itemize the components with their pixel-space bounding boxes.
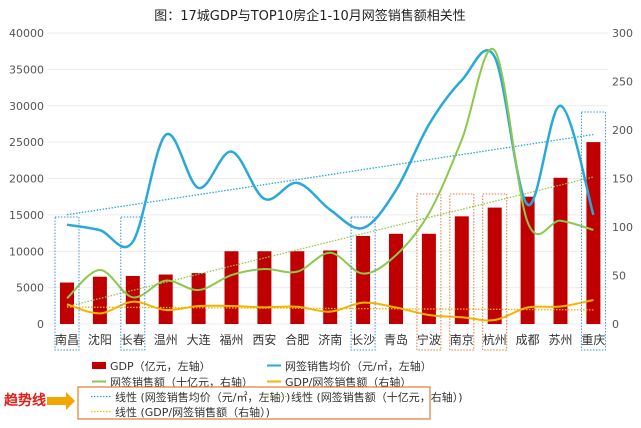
highlight-box [449, 193, 475, 351]
chart-title: 图：17城GDP与TOP10房企1-10月网签销售额相关性 [154, 8, 466, 24]
gdp-bar [421, 233, 436, 324]
highlight-box [120, 216, 146, 351]
category-label: 济南 [318, 332, 342, 347]
legend-swatch [92, 362, 106, 369]
gdp-bar [92, 276, 107, 324]
gdp-bar [257, 251, 272, 324]
category-label: 大连 [187, 332, 211, 347]
category-label: 青岛 [384, 332, 408, 347]
highlight-box [580, 111, 606, 351]
legend-label: 网签销售均价（元/㎡，左轴） [285, 359, 432, 373]
gdp-bar [487, 207, 502, 324]
gdp-bar [224, 251, 239, 324]
left-axis-tick: 10000 [9, 245, 44, 258]
category-label: 福州 [219, 332, 243, 347]
gdp-bar [158, 274, 173, 324]
legend-label: 线性 (网签销售均价（元/㎡，左轴）) [115, 390, 290, 404]
category-label: 南京 [450, 332, 474, 347]
highlight-box [350, 216, 376, 351]
gdp-bar [191, 273, 206, 324]
gdp-bar [553, 177, 568, 324]
category-label: 合肥 [285, 332, 309, 347]
right-axis-tick: 300 [612, 27, 633, 40]
category-label: 南昌 [55, 332, 79, 347]
right-axis-tick: 250 [612, 76, 633, 89]
legend-label: GDP（亿元，左轴） [110, 359, 211, 373]
category-label: 重庆 [581, 333, 605, 347]
trendline-annotation: 趋势线 [4, 392, 46, 409]
right-axis-tick: 50 [612, 270, 626, 283]
left-axis-tick: 35000 [9, 63, 44, 76]
category-label: 杭州 [483, 332, 507, 347]
gdp-bar [586, 142, 601, 324]
category-label: 西安 [252, 332, 276, 347]
gdp-bar [389, 233, 403, 324]
left-axis-tick: 0 [37, 318, 44, 331]
left-axis-tick: 5000 [16, 282, 44, 295]
category-label: 苏州 [548, 333, 572, 347]
right-axis-tick: 150 [612, 173, 633, 186]
legend-label: GDP/网签销售额（右轴） [285, 375, 411, 389]
series-line [66, 49, 595, 249]
gdp-bar [323, 250, 338, 324]
gdp-bar [520, 196, 535, 324]
gdp-bar [60, 282, 74, 324]
gdp-bar [454, 216, 469, 324]
left-axis-tick: 15000 [9, 209, 44, 222]
legend-label: 线性 (网签销售额（十亿元，右轴）) [291, 390, 463, 404]
trendline-legend-box [77, 386, 431, 420]
series-line [66, 299, 594, 322]
gdp-bar [290, 251, 305, 324]
category-label: 成都 [516, 333, 540, 347]
highlight-box [482, 193, 508, 351]
category-label: 长沙 [351, 333, 375, 347]
right-axis-tick: 0 [612, 318, 619, 331]
category-label: 长春 [121, 333, 145, 347]
left-axis-tick: 25000 [9, 136, 44, 149]
right-axis-tick: 200 [612, 124, 633, 137]
highlight-box [416, 193, 442, 351]
arrow-right-icon [47, 392, 75, 410]
gdp-bar [125, 275, 140, 324]
legend-label: 线性 (GDP/网签销售额（右轴）) [115, 405, 270, 419]
category-label: 宁波 [417, 332, 441, 347]
left-axis-tick: 40000 [9, 27, 44, 40]
right-axis-tick: 100 [612, 221, 633, 234]
legend-label: 网签销售额（十亿元，右轴） [110, 375, 253, 389]
category-label: 沈阳 [88, 332, 112, 347]
left-axis-tick: 30000 [9, 100, 44, 113]
category-label: 温州 [154, 333, 178, 347]
left-axis-tick: 20000 [9, 173, 44, 186]
highlight-box [54, 216, 80, 351]
gdp-bar [356, 235, 371, 324]
